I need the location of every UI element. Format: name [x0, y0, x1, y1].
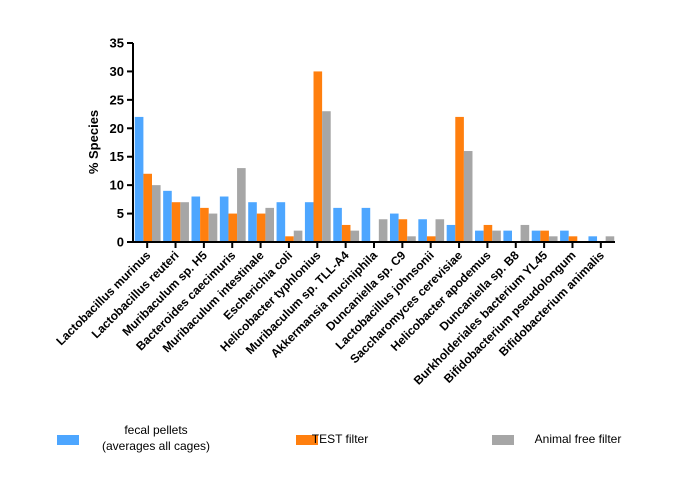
bar: [265, 207, 275, 242]
bar: [322, 111, 331, 242]
legend-label: (averages all cages): [102, 439, 210, 453]
y-tick-label: 0: [117, 235, 124, 250]
bar: [237, 168, 246, 242]
bar: [333, 207, 342, 242]
y-tick-label: 15: [110, 149, 124, 164]
bar: [455, 116, 464, 242]
legend-label: Animal free filter: [535, 432, 622, 446]
bar: [426, 236, 436, 242]
bar: [191, 196, 201, 242]
bar: [200, 207, 209, 242]
y-tick-label: 25: [110, 92, 124, 107]
bar: [171, 202, 181, 242]
y-tick-label: 35: [110, 36, 124, 51]
bar: [378, 219, 388, 242]
bar: [293, 230, 303, 242]
bar: [313, 71, 323, 242]
bars-group: [134, 71, 615, 242]
y-tick-label: 20: [110, 121, 124, 136]
bar: [180, 202, 189, 242]
bar: [256, 213, 266, 242]
y-ticks-group: 0 5 10 15 20 25 30 35: [110, 36, 133, 250]
bar: [341, 224, 351, 242]
bar: [520, 224, 530, 242]
legend-label: fecal pellets: [124, 423, 187, 437]
bar: [463, 151, 473, 242]
bar: [540, 230, 549, 242]
bar: [492, 230, 501, 242]
y-tick-label: 10: [110, 178, 124, 193]
y-tick-label: 5: [117, 206, 124, 221]
bar: [134, 116, 144, 242]
bar: [398, 219, 408, 242]
bar: [560, 230, 569, 242]
bar: [503, 230, 512, 242]
bar: [152, 185, 161, 242]
bar: [435, 219, 445, 242]
bar: [568, 236, 578, 242]
bar: [475, 230, 484, 242]
bar: [531, 230, 541, 242]
legend-swatch: [296, 435, 318, 445]
bar: [483, 224, 493, 242]
bar: [208, 213, 218, 242]
y-tick-label: 30: [110, 64, 124, 79]
bar: [285, 236, 294, 242]
bar: [219, 196, 229, 242]
bar: [605, 236, 615, 242]
bar: [588, 236, 598, 242]
bar: [361, 207, 371, 242]
bar: [407, 236, 416, 242]
bar: [228, 213, 238, 242]
bar: [389, 213, 399, 242]
bar: [248, 202, 257, 242]
bar: [350, 230, 360, 242]
y-axis-title: % Species: [86, 110, 101, 174]
bar: [276, 202, 286, 242]
bar: [446, 224, 456, 242]
bar: [548, 236, 558, 242]
bar: [143, 173, 152, 242]
bar: [418, 219, 427, 242]
bar: [163, 190, 172, 242]
legend-label: TEST filter: [312, 432, 368, 446]
legend: fecal pellets (averages all cages) TEST fi…: [57, 423, 621, 453]
bar: [304, 202, 314, 242]
legend-swatch: [492, 435, 514, 445]
legend-swatch: [57, 435, 79, 445]
